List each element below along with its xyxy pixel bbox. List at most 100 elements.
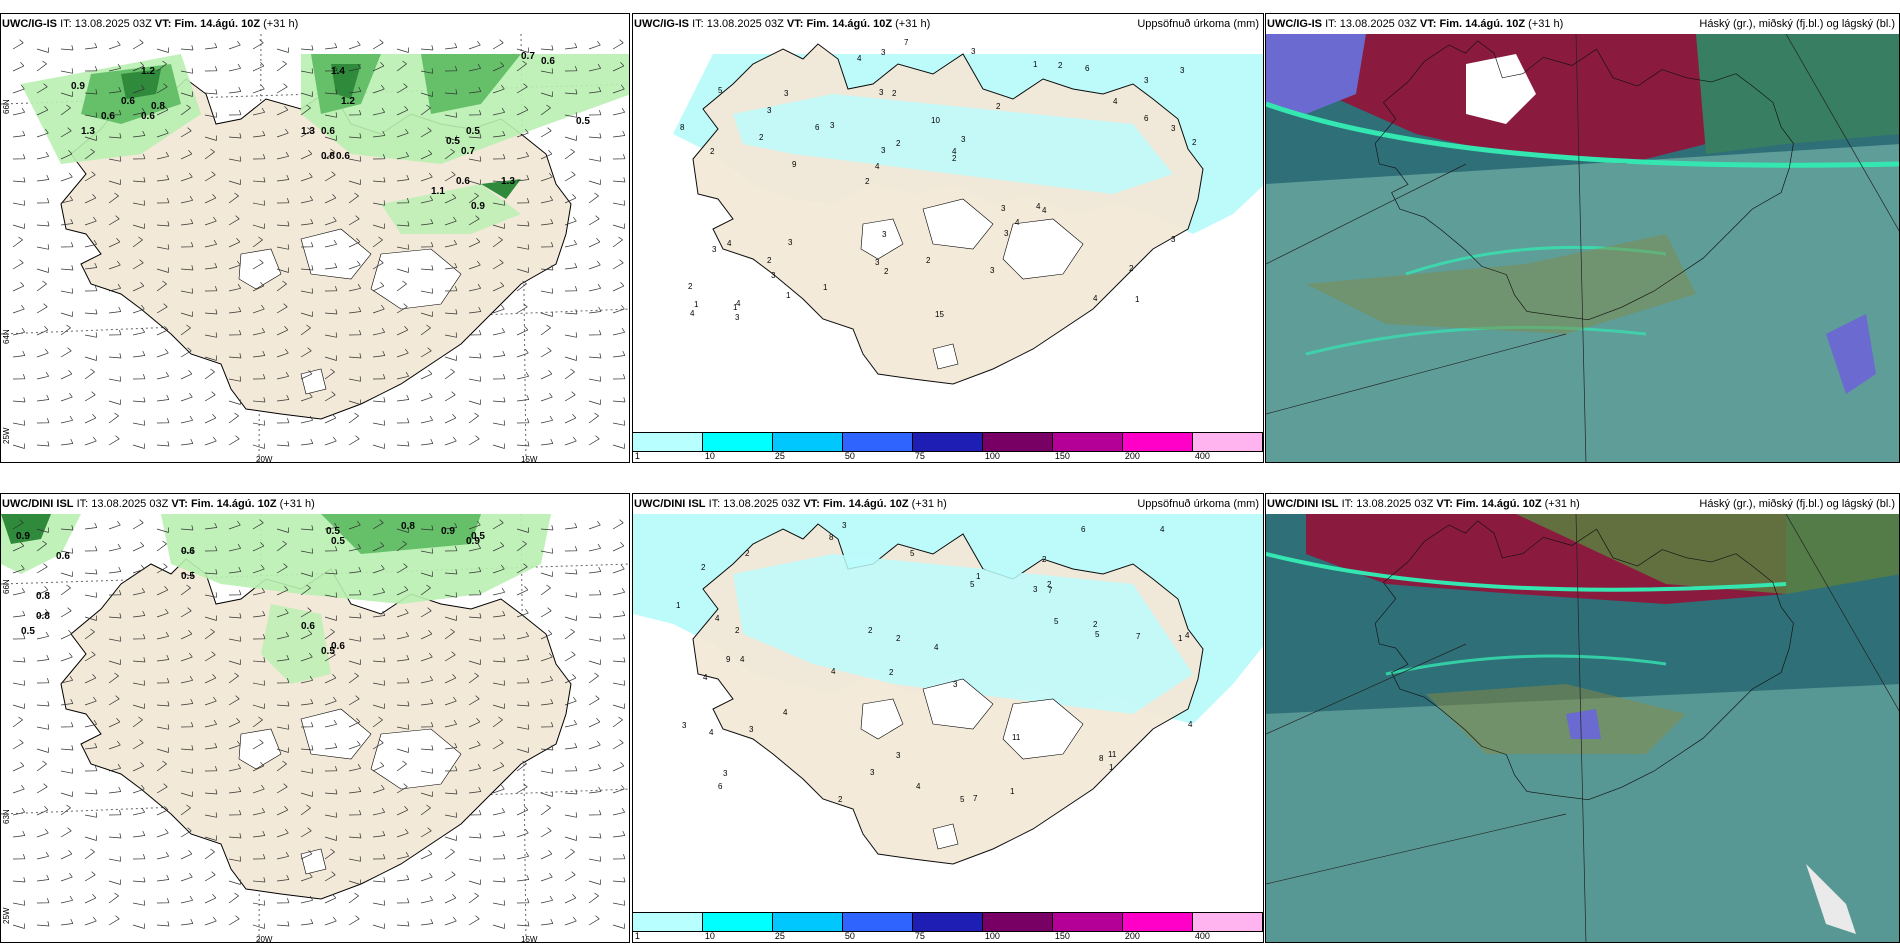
wind-barb — [84, 334, 97, 338]
wind-barb — [300, 92, 313, 97]
wind-barb — [372, 902, 385, 906]
wind-barb — [300, 876, 313, 882]
wind-barb-flag — [598, 566, 602, 572]
wind-barb — [276, 704, 290, 707]
wind-barb — [60, 572, 73, 577]
wind-barb-flag — [117, 740, 121, 746]
wind-barb-flag — [334, 742, 338, 748]
wind-barb — [108, 158, 121, 162]
wind-barb-flag — [23, 420, 26, 426]
wind-barb — [348, 91, 361, 94]
wind-barb — [516, 246, 529, 250]
wind-barb-flag — [91, 171, 96, 176]
wind-barb — [516, 399, 529, 402]
wind-barb — [108, 836, 122, 839]
wind-barb-flag — [381, 84, 385, 90]
wind-barb-flag — [287, 441, 290, 447]
wind-barb-flag — [94, 262, 98, 268]
wind-barb — [228, 638, 241, 642]
wind-barb — [468, 91, 481, 94]
wind-barb — [108, 415, 119, 424]
wind-barb-flag — [69, 895, 73, 901]
wind-barb-flag — [118, 566, 122, 572]
wind-barb — [12, 400, 26, 403]
wind-barb-flag — [142, 610, 146, 616]
colorbar-cell — [1053, 433, 1123, 451]
precip-value: 2 — [926, 256, 931, 265]
wind-barb — [156, 283, 167, 292]
wind-barb-flag — [358, 86, 362, 92]
wind-barb — [348, 547, 361, 552]
wind-barb-flag — [114, 192, 119, 197]
wind-barb-flag — [21, 304, 25, 310]
wind-barb-flag — [258, 236, 263, 241]
wind-barb — [516, 704, 530, 707]
wind-barb-flag — [431, 68, 434, 74]
wind-barb — [588, 675, 599, 684]
lon-label-25w: 25W — [2, 907, 11, 924]
wind-barb-flag — [286, 654, 290, 660]
wind-barb — [36, 155, 49, 160]
wind-barb — [300, 443, 313, 446]
wind-barb-flag — [547, 607, 552, 612]
wind-barb — [204, 723, 217, 728]
wind-barb-flag — [479, 133, 482, 139]
wind-barb — [156, 566, 168, 574]
wind-barb-flag — [503, 680, 506, 686]
wind-barb — [84, 792, 98, 795]
wind-barb-flag — [69, 872, 73, 878]
wind-barb — [300, 419, 313, 424]
wind-barb — [324, 616, 337, 621]
wind-barb-flag — [211, 171, 216, 176]
wind-barb-flag — [162, 60, 167, 65]
wind-barb — [444, 394, 456, 402]
wind-barb — [564, 267, 577, 270]
wind-barb-flag — [21, 564, 25, 570]
wind-barb-flag — [263, 397, 266, 403]
wind-barb — [396, 809, 409, 816]
wind-barb-flag — [143, 177, 146, 183]
wind-barb-flag — [354, 412, 359, 417]
wind-barb-flag — [263, 200, 266, 206]
wind-barb-flag — [571, 871, 576, 876]
wind-barb-flag — [261, 587, 265, 593]
wind-barb-flag — [261, 784, 265, 790]
wind-barb-flag — [93, 216, 97, 222]
wind-speed-label: 0.6 — [321, 126, 335, 137]
wind-barb — [12, 111, 25, 116]
wind-barb — [612, 285, 625, 292]
wind-barb-flag — [69, 652, 73, 658]
wind-barb-flag — [526, 677, 530, 683]
wind-barb — [372, 42, 384, 50]
wind-barb-flag — [383, 900, 386, 906]
wind-barb — [516, 566, 528, 574]
wind-barb-flag — [551, 768, 554, 774]
wind-barb — [588, 858, 601, 862]
colorbar-tick: 100 — [984, 931, 1000, 941]
wind-barb — [252, 704, 265, 709]
wind-barb — [420, 703, 433, 706]
wind-barb — [36, 635, 49, 640]
wind-barb-flag — [42, 280, 47, 285]
wind-barb-flag — [22, 610, 26, 616]
wind-barb — [588, 638, 601, 642]
wind-barb-flag — [44, 106, 49, 111]
wind-barb-flag — [165, 348, 169, 354]
wind-barb-flag — [503, 900, 506, 906]
wind-speed-label: 0.9 — [471, 201, 485, 212]
wind-barb — [540, 633, 553, 640]
wind-barb-flag — [551, 745, 554, 751]
wind-barb-flag — [236, 718, 241, 723]
wind-barb — [348, 158, 361, 162]
wind-barb — [228, 195, 239, 204]
wind-barb-flag — [141, 327, 145, 333]
wind-barb-flag — [431, 45, 434, 51]
wind-barb-flag — [332, 414, 337, 419]
wind-barb-flag — [140, 62, 145, 67]
wind-barb-flag — [309, 392, 313, 398]
wind-barb-flag — [598, 786, 602, 792]
wind-barb — [588, 880, 601, 885]
wind-barb — [132, 568, 145, 574]
wind-barb-flag — [117, 40, 121, 46]
wind-barb-flag — [114, 672, 119, 677]
